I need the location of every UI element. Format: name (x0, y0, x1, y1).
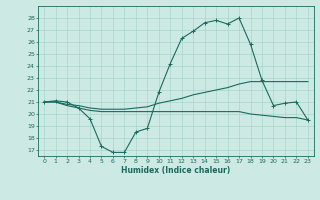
X-axis label: Humidex (Indice chaleur): Humidex (Indice chaleur) (121, 166, 231, 175)
